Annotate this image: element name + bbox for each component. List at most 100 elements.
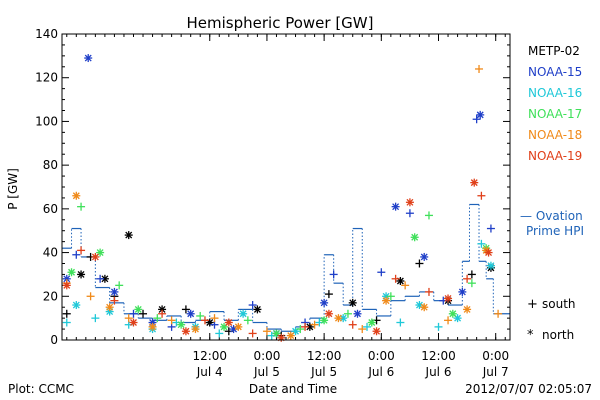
data-point <box>72 301 81 310</box>
legend-symbol-label: north <box>542 328 574 342</box>
x-axis-label: Date and Time <box>249 382 337 396</box>
data-point <box>367 318 376 327</box>
star-d2 <box>449 310 457 318</box>
star-d2 <box>325 310 333 318</box>
star-d2 <box>63 275 71 283</box>
data-point <box>243 316 252 325</box>
star-d2 <box>239 310 247 318</box>
star-d2 <box>487 262 495 270</box>
data-point <box>91 314 100 323</box>
data-point <box>434 322 443 331</box>
data-point <box>262 327 271 336</box>
data-point <box>382 296 391 305</box>
data-point <box>477 239 486 248</box>
data-point <box>477 191 486 200</box>
x-tick-label: 0:00 <box>368 349 395 363</box>
star-d2 <box>125 231 133 239</box>
data-point <box>72 191 81 200</box>
y-tick-label: 0 <box>50 333 58 347</box>
data-point <box>348 320 357 329</box>
x-tick-date-label: Jul 7 <box>482 365 509 379</box>
data-point <box>486 261 495 270</box>
legend-symbol-label: south <box>542 297 576 311</box>
data-point <box>129 309 138 318</box>
x-tick-date-label: Jul 6 <box>425 365 452 379</box>
data-point <box>405 198 414 207</box>
data-point <box>472 115 481 124</box>
data-point <box>329 270 338 279</box>
data-point <box>334 314 343 323</box>
x-tick-date-label: Jul 6 <box>367 365 394 379</box>
star-d2 <box>72 301 80 309</box>
star-d2 <box>63 281 71 289</box>
plot-timestamp: 2012/07/07 02:05:07 <box>465 382 592 396</box>
star-d2 <box>382 297 390 305</box>
legend-symbol: * <box>527 328 534 343</box>
data-point <box>401 281 410 290</box>
x-tick-date-label: Jul 5 <box>310 365 337 379</box>
data-point <box>391 274 400 283</box>
star-d2 <box>177 321 185 329</box>
y-tick-label: 80 <box>43 158 58 172</box>
legend-entry: NOAA-15 <box>528 65 582 79</box>
y-tick-label: 120 <box>35 71 58 85</box>
data-point <box>458 287 467 296</box>
data-point <box>84 54 93 63</box>
legend-entry: NOAA-17 <box>528 107 582 121</box>
data-point <box>105 303 114 312</box>
x-tick-label: 12:00 <box>421 349 456 363</box>
data-point <box>158 309 167 318</box>
data-point <box>320 298 329 307</box>
star-d2 <box>320 299 328 307</box>
data-point <box>86 292 95 301</box>
star-d2 <box>191 325 199 333</box>
data-point <box>139 309 148 318</box>
data-point <box>320 316 329 325</box>
star-d2 <box>149 323 157 331</box>
data-point <box>62 309 71 318</box>
star-d2 <box>187 310 195 318</box>
star-d2 <box>320 316 328 324</box>
data-point <box>444 294 453 303</box>
data-point <box>463 305 472 314</box>
data-point <box>405 209 414 218</box>
data-point <box>277 333 286 342</box>
star-d2 <box>225 319 233 326</box>
star-d2 <box>458 288 466 296</box>
star-d2 <box>420 253 428 261</box>
data-point <box>153 314 162 323</box>
series-noaa-16 <box>62 239 495 340</box>
data-point <box>110 287 119 296</box>
data-point <box>200 316 209 325</box>
star-d2 <box>130 319 137 326</box>
star-d2 <box>485 249 493 257</box>
star-d2 <box>134 305 142 313</box>
plot-border <box>61 33 511 341</box>
data-point <box>62 318 71 327</box>
data-point <box>115 281 124 290</box>
star-d2 <box>470 179 478 187</box>
data-point <box>296 325 305 334</box>
star-d2 <box>420 303 428 311</box>
star-d2 <box>476 111 484 119</box>
x-axis: 12:00 Jul 4 0:00 Jul 5 12:00 Jul 5 0:00 Jul 6 12… <box>66 34 509 379</box>
data-point <box>191 325 200 334</box>
data-point <box>224 318 233 327</box>
series-noaa-19 <box>62 178 493 342</box>
legend-ovation-line2: Prime HPI <box>526 224 584 238</box>
y-tick-label: 100 <box>35 114 58 128</box>
data-point <box>210 314 219 323</box>
legend-entry: NOAA-16 <box>528 86 582 100</box>
data-point <box>484 248 493 257</box>
data-point <box>124 314 133 323</box>
star-d2 <box>206 319 214 326</box>
chart-title: Hemispheric Power [GW] <box>187 14 374 32</box>
legend-symbol: + <box>527 297 538 312</box>
data-point <box>467 279 476 288</box>
data-point <box>186 309 195 318</box>
data-point <box>239 309 248 318</box>
data-point <box>248 301 257 310</box>
data-point <box>444 316 453 325</box>
y-tick-label: 60 <box>43 202 58 216</box>
data-point <box>463 274 472 283</box>
